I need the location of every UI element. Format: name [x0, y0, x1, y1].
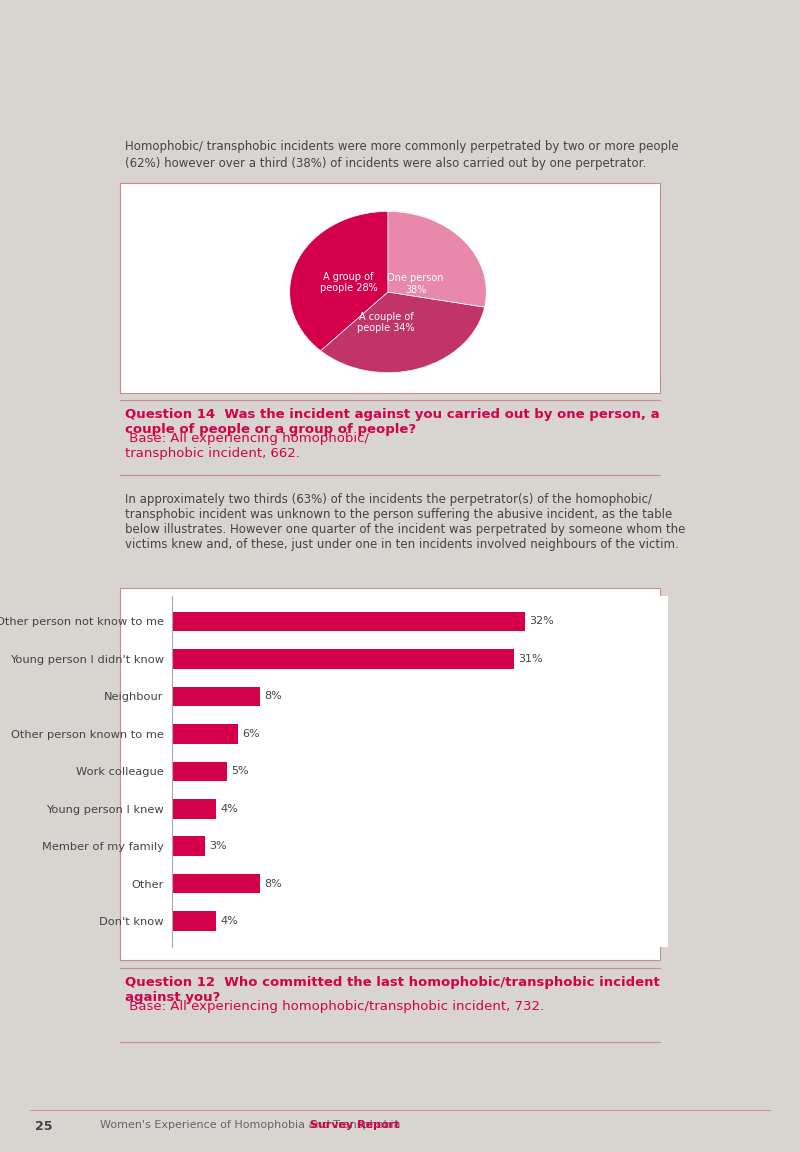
Bar: [172, 723, 238, 743]
Bar: [172, 836, 205, 856]
Text: Question 12  Who committed the last homophobic/transphobic incident
against you?: Question 12 Who committed the last homop…: [125, 976, 660, 1005]
Text: 4%: 4%: [221, 804, 238, 813]
Bar: [172, 911, 216, 931]
Text: 4%: 4%: [221, 916, 238, 926]
Text: 8%: 8%: [265, 879, 282, 888]
Text: 25: 25: [35, 1120, 53, 1134]
Text: 5%: 5%: [231, 766, 249, 776]
Text: Question 14  Was the incident against you carried out by one person, a
couple of: Question 14 Was the incident against you…: [125, 408, 660, 435]
Text: transphobic incident was unknown to the person suffering the abusive incident, a: transphobic incident was unknown to the …: [125, 508, 672, 521]
Bar: [172, 761, 227, 781]
Text: In approximately two thirds (63%) of the incidents the perpetrator(s) of the hom: In approximately two thirds (63%) of the…: [125, 493, 652, 506]
Text: A couple of
people 34%: A couple of people 34%: [358, 312, 415, 333]
Text: Homophobic/ transphobic incidents were more commonly perpetrated by two or more : Homophobic/ transphobic incidents were m…: [125, 141, 678, 153]
Text: Women's Experience of Homophobia and Transphobia: Women's Experience of Homophobia and Tra…: [100, 1120, 401, 1130]
Text: (62%) however over a third (38%) of incidents were also carried out by one perpe: (62%) however over a third (38%) of inci…: [125, 157, 646, 170]
Text: Base: All experiencing homophobic/
transphobic incident, 662.: Base: All experiencing homophobic/ trans…: [125, 432, 369, 460]
Text: Survey Report: Survey Report: [306, 1120, 400, 1130]
Text: One person
38%: One person 38%: [387, 273, 444, 295]
Bar: [172, 612, 525, 631]
Bar: [172, 874, 260, 894]
Text: victims knew and, of these, just under one in ten incidents involved neighbours : victims knew and, of these, just under o…: [125, 538, 678, 551]
Text: 6%: 6%: [242, 729, 260, 738]
Text: A group of
people 28%: A group of people 28%: [320, 272, 378, 293]
Wedge shape: [290, 211, 388, 351]
Bar: [120, 588, 660, 960]
Text: 8%: 8%: [265, 691, 282, 702]
Text: Base: All experiencing homophobic/transphobic incident, 732.: Base: All experiencing homophobic/transp…: [125, 1000, 544, 1013]
Bar: [172, 649, 514, 668]
Text: 31%: 31%: [518, 654, 542, 664]
Bar: [172, 799, 216, 819]
Text: 32%: 32%: [529, 616, 554, 627]
Text: 3%: 3%: [210, 841, 227, 851]
Wedge shape: [388, 212, 486, 308]
Bar: [172, 687, 260, 706]
Wedge shape: [321, 291, 485, 372]
Bar: [120, 183, 660, 393]
Text: below illustrates. However one quarter of the incident was perpetrated by someon: below illustrates. However one quarter o…: [125, 523, 686, 536]
